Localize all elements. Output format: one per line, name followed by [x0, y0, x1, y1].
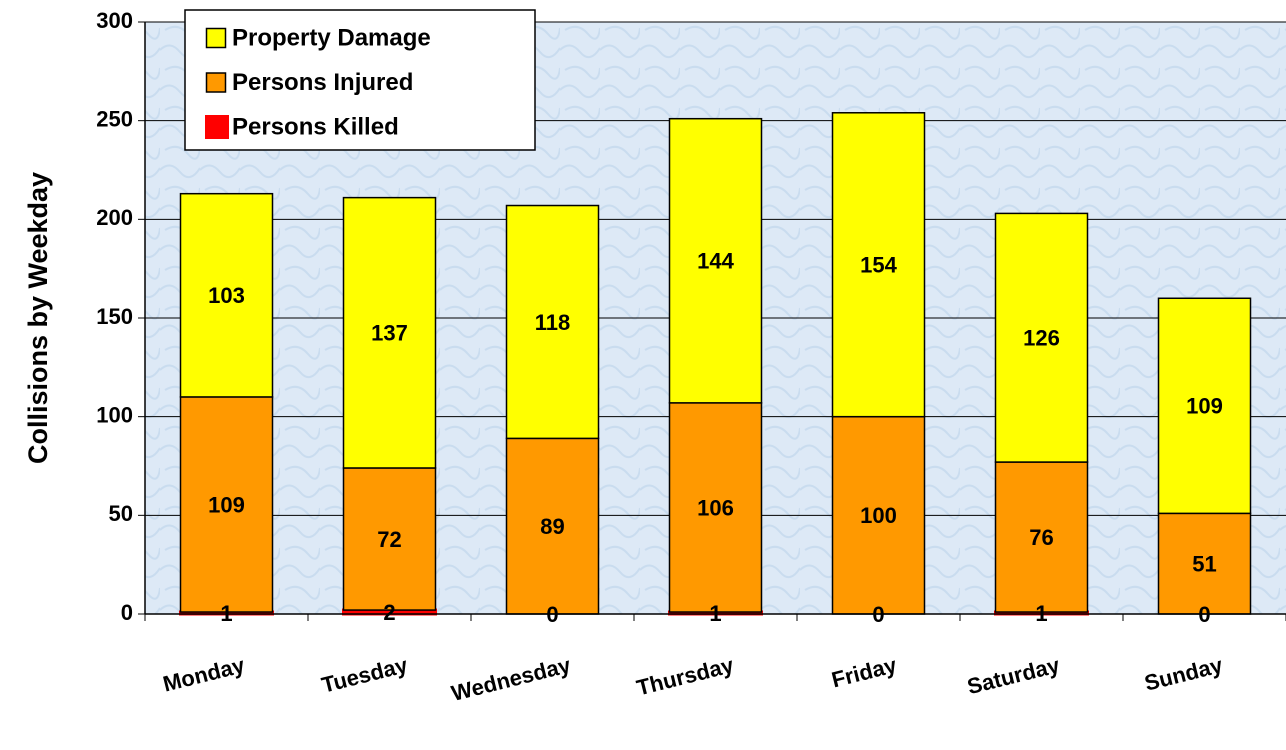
- bar-segment: [342, 196, 437, 469]
- data-label: 51: [1192, 551, 1216, 576]
- data-label: 89: [540, 514, 564, 539]
- data-label: 109: [208, 492, 245, 517]
- legend-label: Persons Killed: [232, 113, 399, 140]
- y-tick-label: 0: [121, 600, 133, 625]
- y-tick-label: 100: [96, 402, 133, 427]
- legend-marker: [205, 115, 229, 139]
- x-tick-label: Wednesday: [449, 652, 574, 706]
- bar-segment: [994, 461, 1089, 613]
- data-label: 100: [860, 503, 897, 528]
- data-label: 154: [860, 253, 897, 278]
- bar-segment: [994, 212, 1089, 463]
- bar-segment: [179, 396, 274, 613]
- x-tick-label: Tuesday: [319, 652, 411, 698]
- data-label: 72: [377, 527, 401, 552]
- bar-segment: [1157, 297, 1252, 515]
- legend-marker: [205, 72, 227, 93]
- data-label: 137: [371, 321, 408, 346]
- y-tick-label: 150: [96, 304, 133, 329]
- y-axis-label: Collisions by Weekday: [23, 172, 53, 464]
- y-tick-label: 300: [96, 8, 133, 33]
- bar-segment: [831, 112, 926, 418]
- y-tick-label: 200: [96, 205, 133, 230]
- y-tick-label: 250: [96, 106, 133, 131]
- data-label: 76: [1029, 525, 1053, 550]
- bar-segment: [1157, 512, 1252, 615]
- y-tick-label: 50: [109, 501, 133, 526]
- data-label: 144: [697, 249, 734, 274]
- data-label: 118: [535, 310, 571, 335]
- x-tick-label: Monday: [160, 652, 247, 697]
- x-tick-label: Sunday: [1142, 652, 1226, 696]
- data-label: 109: [1186, 394, 1223, 419]
- legend-label: Persons Injured: [232, 69, 413, 96]
- bar-segment: [668, 117, 763, 404]
- x-tick-label: Thursday: [634, 652, 737, 700]
- bar-segment: [668, 402, 763, 613]
- legend-box: [184, 9, 536, 151]
- x-tick-label: Saturday: [965, 652, 1063, 699]
- bar-segment: [505, 204, 600, 440]
- bar-segment: [505, 437, 600, 615]
- x-tick-label: Friday: [829, 652, 900, 692]
- data-label: 2: [383, 600, 395, 625]
- data-label: 106: [697, 495, 734, 520]
- legend-label: Property Damage: [232, 24, 431, 51]
- data-label: 103: [208, 283, 245, 308]
- bar-segment: [831, 415, 926, 615]
- legend-marker: [205, 27, 227, 49]
- bar-segment: [179, 192, 274, 398]
- data-label: 126: [1023, 326, 1060, 351]
